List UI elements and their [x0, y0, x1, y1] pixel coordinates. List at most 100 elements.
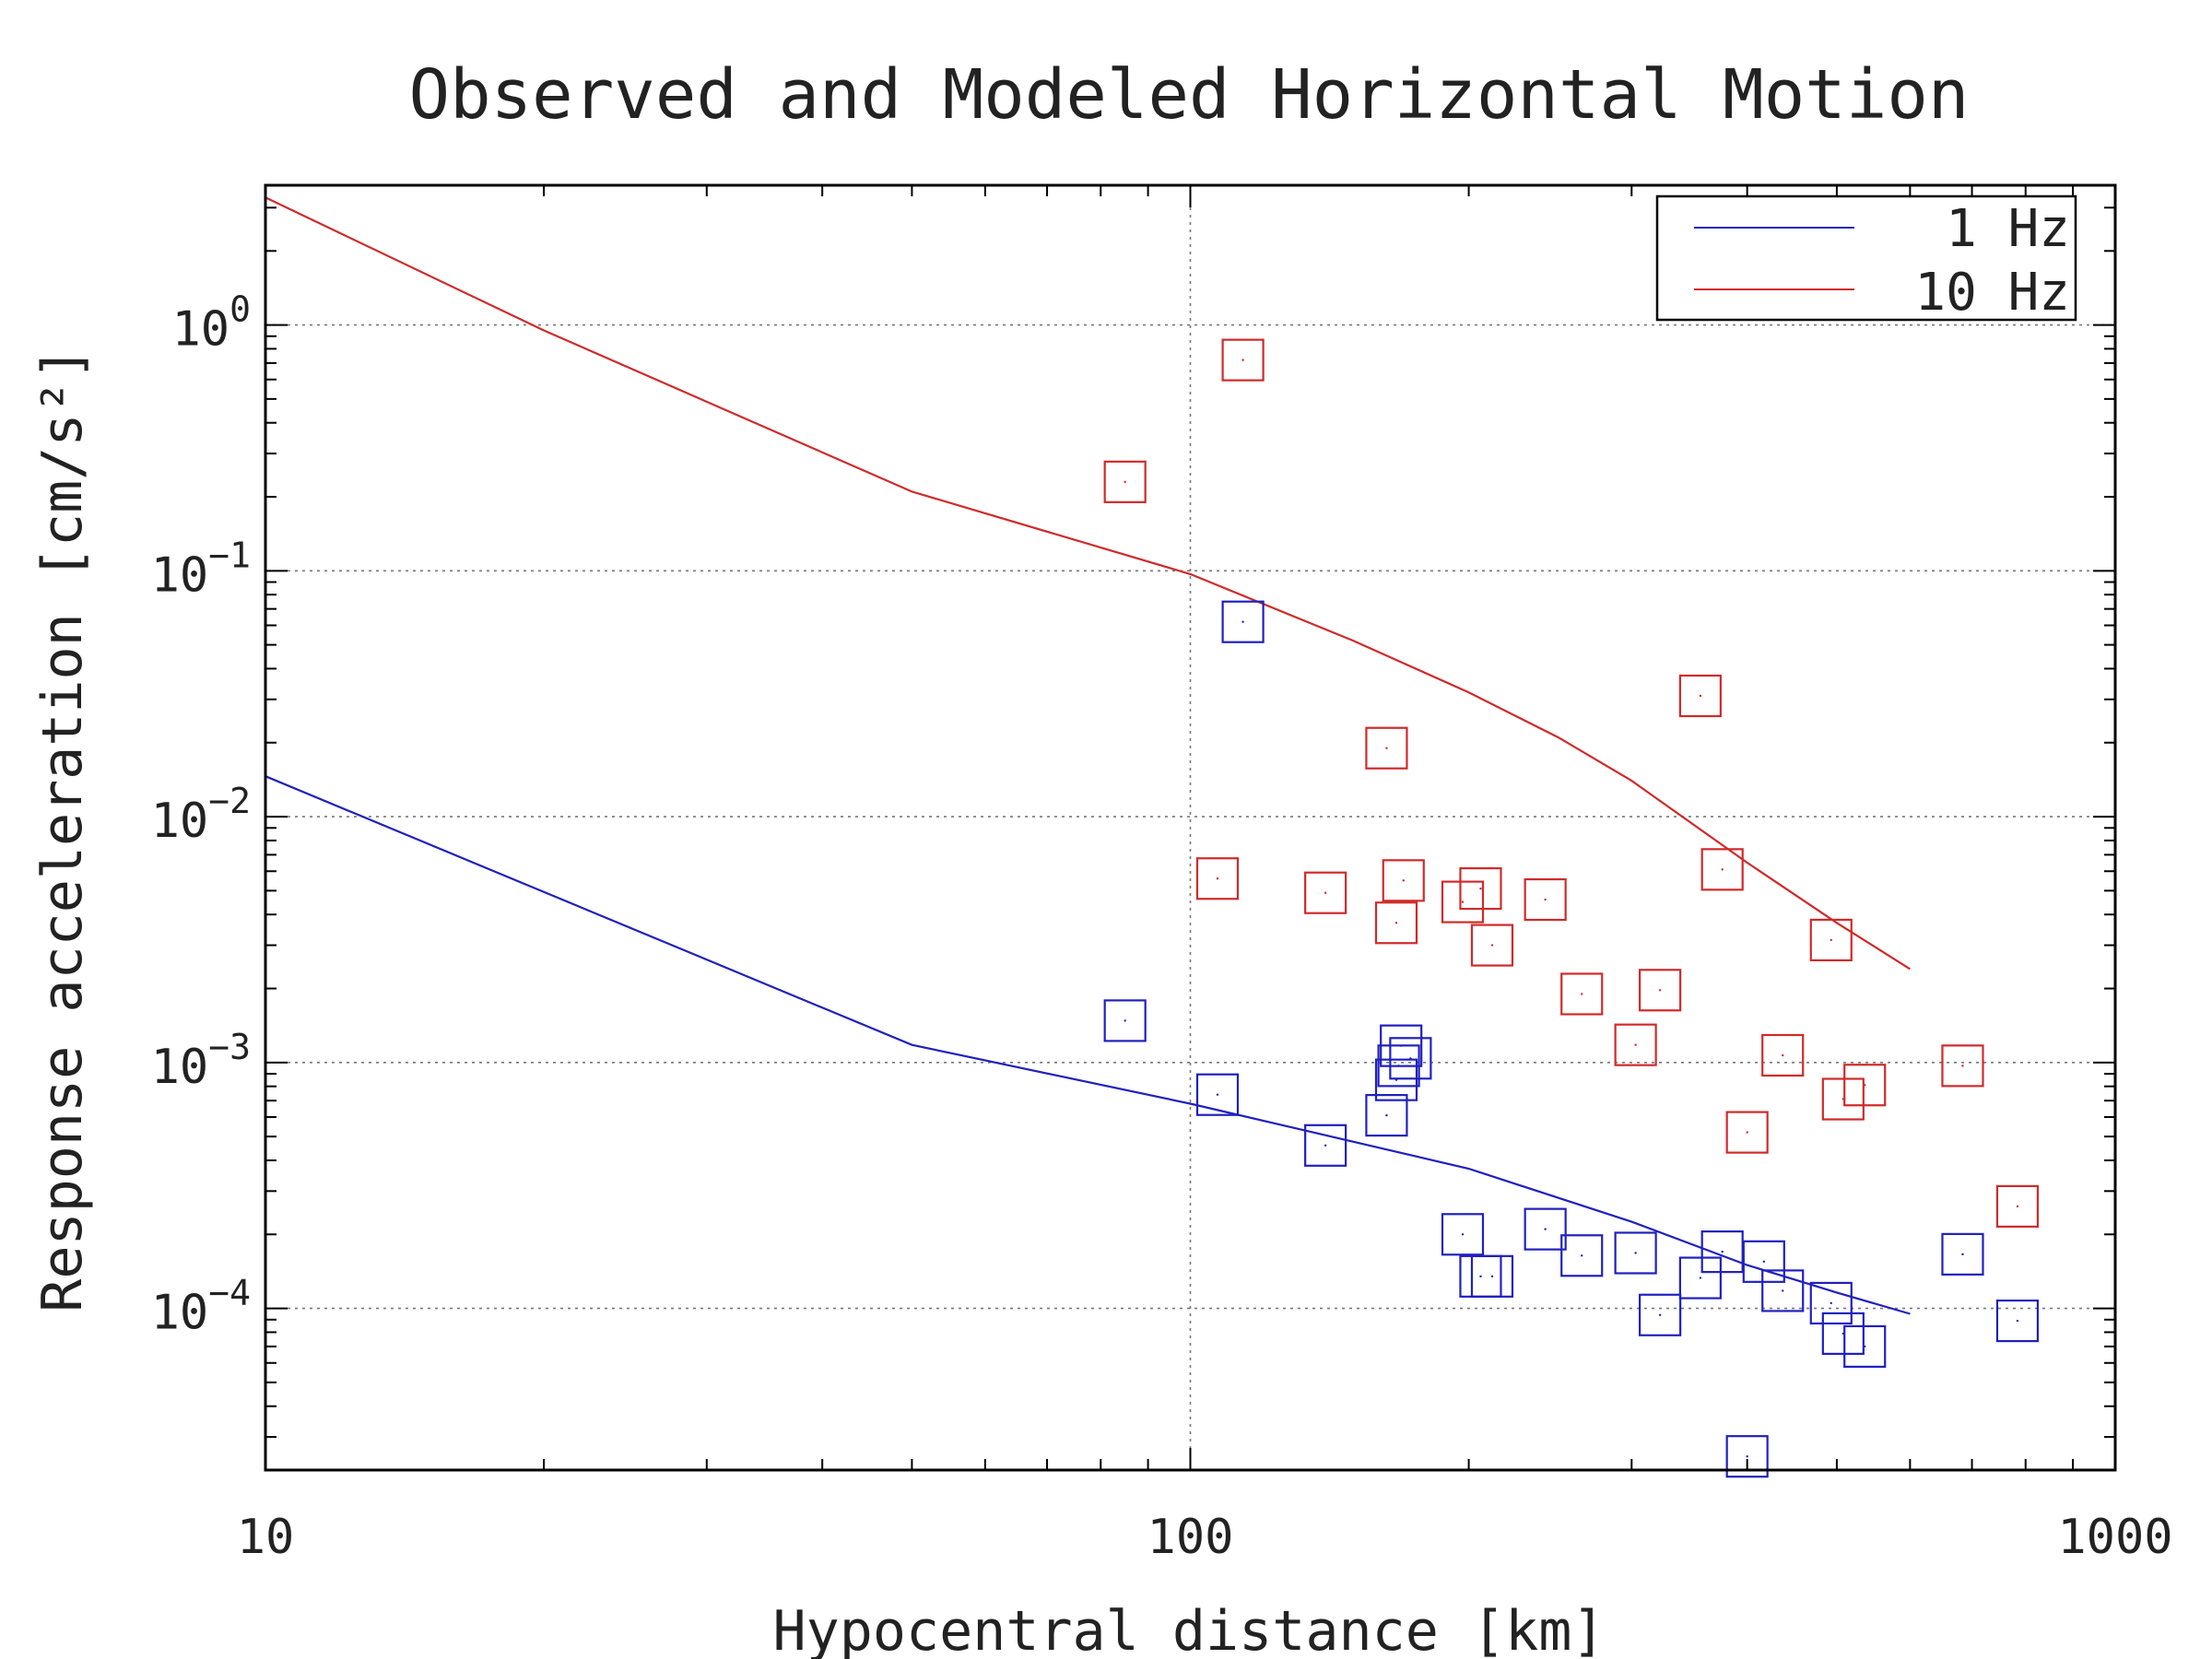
observation-dot-1hz: [1409, 1057, 1412, 1060]
observation-dot-1hz: [1324, 1144, 1327, 1147]
observation-dot-10hz: [1479, 887, 1482, 890]
observation-point-10hz: [1678, 674, 1722, 718]
observation-point-1hz: [1639, 1293, 1682, 1336]
observation-dot-1hz: [1864, 1345, 1866, 1348]
observation-marker-1hz: [1524, 1207, 1567, 1251]
observation-point-10hz: [1365, 726, 1408, 770]
observation-dot-1hz: [1241, 620, 1244, 623]
observation-point-1hz: [1524, 1207, 1567, 1251]
observation-dot-1hz: [2016, 1319, 2019, 1323]
observation-dot-10hz: [1864, 1084, 1866, 1087]
observation-marker-1hz: [1560, 1234, 1604, 1277]
observation-dot-1hz: [1782, 1289, 1784, 1292]
observation-marker-1hz: [1614, 1231, 1657, 1275]
observation-dot-1hz: [1658, 1313, 1662, 1316]
observation-dot-1hz: [1385, 1113, 1388, 1117]
observation-point-1hz: [1470, 1254, 1514, 1298]
observation-marker-1hz: [1995, 1299, 2040, 1343]
observation-dot-1hz: [1699, 1277, 1702, 1279]
plot-frame: [264, 183, 2117, 1472]
observation-point-10hz: [1761, 1033, 1805, 1077]
y-tick-label: 10−3: [151, 1027, 251, 1095]
observation-marker-10hz: [1761, 1033, 1805, 1077]
observation-marker-1hz: [1941, 1232, 1984, 1276]
model-line-1hz: [265, 775, 1911, 1315]
observation-point-10hz: [1304, 871, 1347, 914]
legend-label-1hz: 1 Hz: [1946, 199, 2070, 259]
observation-marker-1hz: [1365, 1093, 1408, 1137]
y-tick-label: 10−4: [151, 1273, 251, 1341]
observation-dot-10hz: [1721, 868, 1724, 871]
y-axis-label: Response acceleration [cm/s²]: [30, 347, 95, 1312]
observation-point-10hz: [1995, 1184, 2040, 1228]
observation-marker-1hz: [1221, 600, 1265, 643]
observation-point-10hz: [1700, 848, 1744, 891]
observation-dot-10hz: [1658, 989, 1662, 992]
observation-dot-10hz: [1385, 747, 1388, 749]
chart-title: Observed and Modeled Horizontal Motion: [409, 55, 1970, 135]
observation-point-10hz: [1614, 1023, 1657, 1066]
observation-marker-1hz: [1304, 1124, 1347, 1167]
observation-dot-1hz: [1961, 1253, 1964, 1256]
observation-marker-1hz: [1103, 999, 1147, 1042]
observation-dot-1hz: [1479, 1275, 1482, 1278]
observation-marker-10hz: [1365, 726, 1408, 770]
observation-marker-10hz: [1459, 866, 1502, 911]
observation-marker-1hz: [1700, 1230, 1744, 1274]
observation-point-1hz: [1809, 1281, 1853, 1325]
observation-dot-1hz: [1634, 1252, 1637, 1254]
observation-dot-10hz: [2016, 1205, 2019, 1208]
x-tick-label: 100: [1147, 1510, 1234, 1565]
y-tick-label: 10−2: [151, 781, 251, 849]
observation-marker-10hz: [1374, 901, 1418, 945]
observation-dot-1hz: [1544, 1228, 1547, 1230]
observation-marker-1hz: [1195, 1073, 1240, 1116]
observation-point-10hz: [1821, 1077, 1865, 1121]
x-axis-label: Hypocentral distance [km]: [772, 1599, 1605, 1659]
observation-marker-10hz: [1809, 918, 1853, 962]
observation-dot-10hz: [1544, 898, 1547, 901]
observation-point-1hz: [1304, 1124, 1347, 1167]
observation-dot-10hz: [1124, 480, 1126, 484]
observation-point-1hz: [1843, 1324, 1887, 1369]
observation-dot-10hz: [1461, 900, 1465, 903]
observation-marker-10hz: [1639, 969, 1682, 1012]
legend-label-10hz: 10 Hz: [1914, 263, 2070, 323]
observation-marker-1hz: [1742, 1240, 1785, 1283]
observation-marker-10hz: [1821, 1077, 1865, 1121]
observation-point-10hz: [1459, 866, 1502, 911]
y-tick-label: 100: [171, 289, 251, 358]
observation-point-10hz: [1441, 880, 1485, 924]
observation-point-1hz: [1941, 1232, 1984, 1276]
y-tick-labels: 10−4 10−3 10−2 10−1 100: [151, 289, 251, 1341]
observation-marker-10hz: [1843, 1064, 1887, 1107]
observation-marker-1hz: [1821, 1312, 1865, 1355]
observation-marker-1hz: [1725, 1435, 1769, 1478]
observation-dot-1hz: [1124, 1019, 1126, 1022]
observation-marker-10hz: [1103, 460, 1147, 503]
observation-marker-10hz: [1614, 1023, 1657, 1066]
observation-dot-10hz: [1216, 877, 1219, 880]
observation-point-10hz: [1195, 857, 1240, 900]
observation-dot-1hz: [1461, 1233, 1465, 1236]
observation-marker-1hz: [1441, 1213, 1485, 1256]
observation-dot-10hz: [1402, 879, 1405, 882]
observation-point-10hz: [1809, 918, 1853, 962]
model-line-10hz: [265, 196, 1911, 971]
observation-point-10hz: [1103, 460, 1147, 503]
observation-marker-1hz: [1470, 1254, 1514, 1298]
observation-dot-10hz: [1830, 938, 1832, 942]
observation-dot-10hz: [1490, 944, 1494, 947]
observation-dot-10hz: [1746, 1131, 1748, 1134]
observation-marker-10hz: [1195, 857, 1240, 900]
y-tick-label: 10−1: [151, 535, 251, 603]
observation-point-10hz: [1843, 1064, 1887, 1107]
observation-point-1hz: [1700, 1230, 1744, 1274]
model-lines: [265, 196, 1911, 1315]
observation-point-1hz: [1678, 1256, 1722, 1300]
observation-dot-1hz: [1581, 1254, 1583, 1257]
observation-dot-10hz: [1699, 694, 1702, 698]
observation-point-1hz: [1365, 1093, 1408, 1137]
observation-marker-10hz: [1700, 848, 1744, 891]
